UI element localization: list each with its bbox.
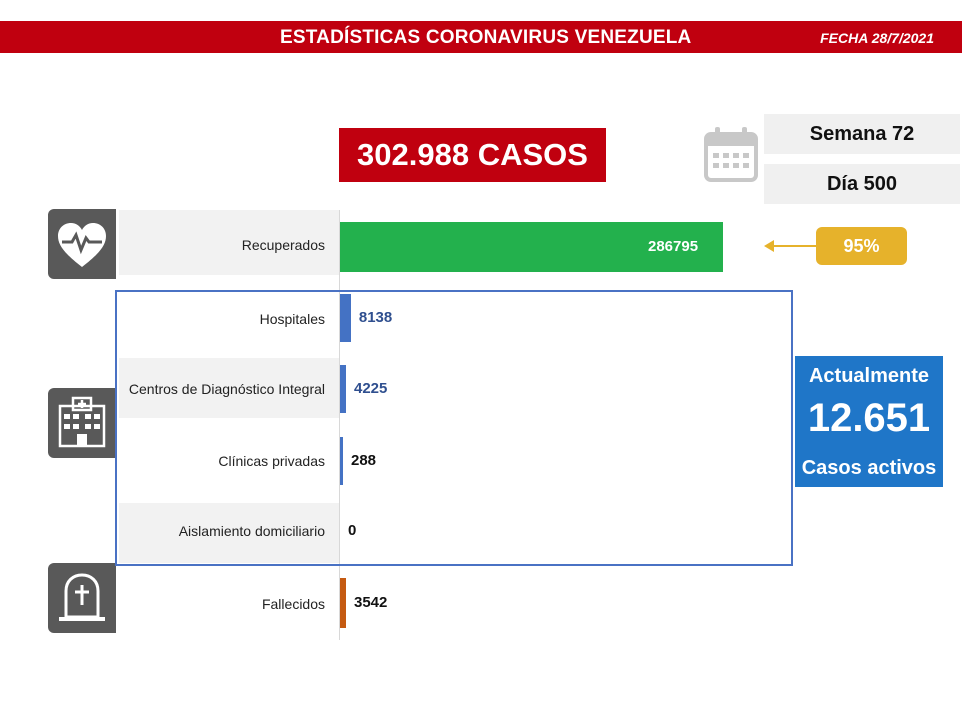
total-cases: 302.988 CASOS (339, 128, 606, 182)
data-label: 3542 (354, 594, 388, 611)
row-bg-centros (119, 358, 339, 418)
bar (340, 365, 346, 413)
active-cases-frame (115, 290, 793, 566)
bar (340, 437, 343, 485)
bar-label: Clínicas privadas (218, 453, 325, 469)
week-counter: Semana 72 (764, 114, 960, 154)
data-label: 288 (351, 452, 377, 469)
bar-label: Aislamiento domiciliario (178, 523, 325, 539)
active-cases-value: 12.651 (807, 396, 931, 440)
bar-label: Recuperados (241, 237, 325, 253)
arrow-line (770, 245, 816, 247)
active-label-top: Actualmente (808, 365, 930, 387)
data-label: 286795 (648, 238, 699, 255)
active-label-bottom: Casos activos (801, 457, 937, 479)
calendar-icon (704, 127, 758, 182)
tombstone-icon (48, 563, 116, 633)
chart-axis (339, 210, 340, 640)
day-counter: Día 500 (764, 164, 960, 204)
header-bar: ESTADÍSTICAS CORONAVIRUS VENEZUELA FECHA… (0, 21, 962, 53)
bar-label: Hospitales (259, 311, 325, 327)
recovered-percent-badge: 95% (816, 227, 907, 265)
bar (340, 578, 346, 628)
report-date: FECHA 28/7/2021 (820, 30, 934, 46)
heart-pulse-icon (48, 209, 116, 279)
data-label: 8138 (358, 309, 393, 326)
active-cases-box: Actualmente 12.651 Casos activos (795, 356, 943, 487)
bar-label: Centros de Diagnóstico Integral (128, 381, 325, 397)
bar (340, 294, 351, 342)
bar-label: Fallecidos (261, 596, 325, 612)
row-bg-aislamiento (119, 503, 339, 563)
hospital-icon (48, 388, 116, 458)
bar (340, 222, 723, 272)
row-bg-recuperados (119, 210, 339, 275)
page-title: ESTADÍSTICAS CORONAVIRUS VENEZUELA (280, 27, 692, 48)
arrow-head (764, 240, 774, 252)
data-label: 4225 (354, 380, 388, 397)
data-label: 0 (348, 522, 357, 539)
